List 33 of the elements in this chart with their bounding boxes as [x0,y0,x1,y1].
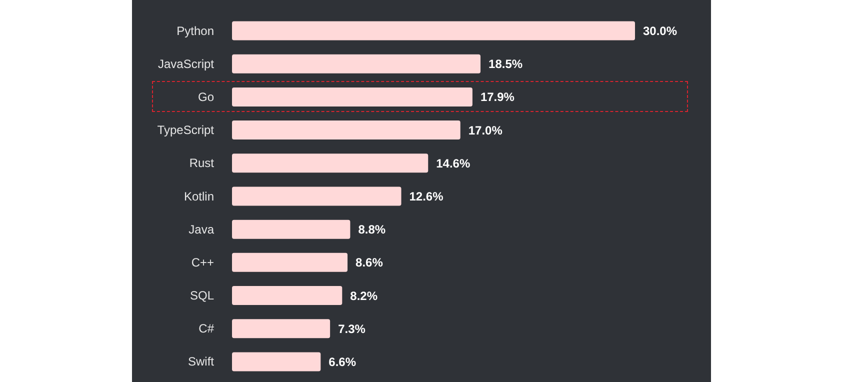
data-label: 8.6% [356,256,384,270]
data-label: 17.0% [468,123,503,138]
data-label: 8.2% [350,288,378,303]
y-tick-label: Rust [189,156,215,170]
bar [232,352,321,372]
bar [232,286,342,306]
y-tick-label: JavaScript [158,56,215,71]
data-label: 14.6% [436,156,470,170]
bar [232,21,635,40]
bar [232,319,330,338]
y-tick-label: TypeScript [157,123,215,138]
bar [232,220,350,239]
data-label: 18.5% [488,57,523,72]
y-tick-label: Java [188,222,214,236]
data-label: 17.9% [480,90,515,104]
bar [232,87,472,106]
bar [232,120,460,140]
y-tick-label: Swift [188,354,215,369]
bar [232,154,428,173]
y-tick-label: Kotlin [184,189,214,204]
bar [232,54,481,74]
data-label: 12.6% [409,189,444,204]
y-tick-label: Go [198,90,214,104]
y-tick-label: C++ [191,255,214,270]
data-label: 30.0% [643,24,678,38]
data-label: 6.6% [328,354,356,369]
data-label: 7.3% [338,322,366,336]
y-tick-label: SQL [190,288,214,303]
bar [232,252,348,272]
y-tick-label: Python [176,24,214,38]
data-label: 8.8% [358,222,386,237]
bar [232,186,402,206]
y-tick-label: C# [198,322,214,336]
